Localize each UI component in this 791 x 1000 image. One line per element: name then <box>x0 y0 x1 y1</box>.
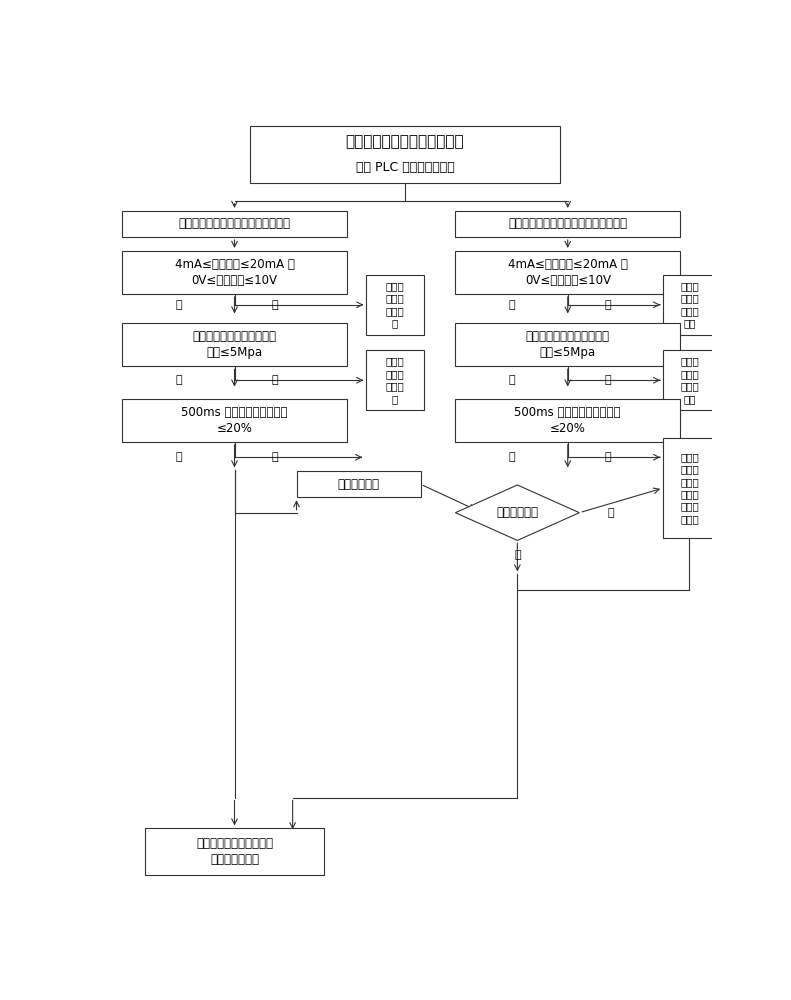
Text: 传感器采样压力值送入压
力闭环控制回路: 传感器采样压力值送入压 力闭环控制回路 <box>196 837 273 866</box>
Text: 500ms 内压力反馈的变化率
≤20%: 500ms 内压力反馈的变化率 ≤20% <box>181 406 288 435</box>
Text: 备用压
力检测
点精度
报警: 备用压 力检测 点精度 报警 <box>680 357 698 404</box>
Bar <box>122 211 347 237</box>
Text: 否: 否 <box>605 452 611 462</box>
Text: 备用压
力检测
点故障
报警: 备用压 力检测 点故障 报警 <box>680 281 698 328</box>
Text: 切换命令发出: 切换命令发出 <box>338 478 380 491</box>
Text: 否: 否 <box>271 375 278 385</box>
Text: 备用压力传感器反馈参数进入实时采样: 备用压力传感器反馈参数进入实时采样 <box>509 217 627 230</box>
Bar <box>366 350 424 410</box>
Text: 是: 是 <box>509 300 515 310</box>
Bar <box>122 251 347 294</box>
Text: 否: 否 <box>607 508 614 518</box>
Text: 切换开关打开: 切换开关打开 <box>497 506 539 519</box>
Bar <box>250 126 560 183</box>
Bar <box>663 275 716 335</box>
Text: 是: 是 <box>509 452 515 462</box>
Bar <box>122 399 347 442</box>
Text: 否: 否 <box>271 300 278 310</box>
Text: 是: 是 <box>176 300 182 310</box>
Bar <box>456 251 680 294</box>
Bar <box>122 323 347 366</box>
Bar <box>146 828 324 875</box>
Text: 主压力
检测点
精度报
警: 主压力 检测点 精度报 警 <box>385 357 404 404</box>
Text: 否: 否 <box>605 300 611 310</box>
Bar <box>456 399 680 442</box>
Text: 是: 是 <box>509 375 515 385</box>
Text: 是: 是 <box>514 550 520 560</box>
Text: 500ms 内压力反馈的变化率
≤20%: 500ms 内压力反馈的变化率 ≤20% <box>514 406 621 435</box>
Bar <box>663 350 716 410</box>
Text: 前后扫描周期压力反馈值波
动量≤5Mpa: 前后扫描周期压力反馈值波 动量≤5Mpa <box>192 330 277 359</box>
Bar <box>663 438 716 538</box>
Bar <box>297 471 421 497</box>
Text: 是: 是 <box>176 452 182 462</box>
Text: 是: 是 <box>176 375 182 385</box>
Text: 否: 否 <box>605 375 611 385</box>
Text: 否: 否 <box>271 452 278 462</box>
Text: 4mA≤反馈电流≤20mA 或
0V≤反馈电压≤10V: 4mA≤反馈电流≤20mA 或 0V≤反馈电压≤10V <box>508 258 628 287</box>
Text: 备用传
感器采
样压力
值放入
备用通
道备用: 备用传 感器采 样压力 值放入 备用通 道备用 <box>680 452 698 524</box>
Text: 4mA≤反馈电流≤20mA 或
0V≤反馈电压≤10V: 4mA≤反馈电流≤20mA 或 0V≤反馈电压≤10V <box>175 258 294 287</box>
Bar <box>366 275 424 335</box>
Text: 主压力
检测点
故障报
警: 主压力 检测点 故障报 警 <box>385 281 404 328</box>
Text: 压力传感器自动切换系统启动: 压力传感器自动切换系统启动 <box>346 134 464 149</box>
Bar <box>456 323 680 366</box>
Bar <box>456 211 680 237</box>
Text: 前后扫描周期压力反馈值波
动量≤5Mpa: 前后扫描周期压力反馈值波 动量≤5Mpa <box>526 330 610 359</box>
Text: 主压力传感器反馈参数进入实时采样: 主压力传感器反馈参数进入实时采样 <box>179 217 290 230</box>
Polygon shape <box>456 485 579 540</box>
Text: 任务 PLC 开始扫描、采样: 任务 PLC 开始扫描、采样 <box>356 161 454 174</box>
